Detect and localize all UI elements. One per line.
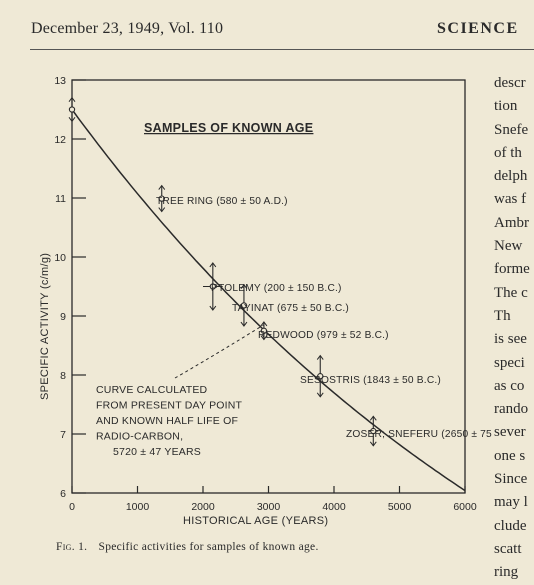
column-text-line: Th — [494, 307, 511, 324]
data-point-label: ZOSER; SNEFERU (2650 ± 75 B.C.) — [346, 429, 494, 440]
column-text-line: delph — [494, 168, 528, 185]
header-rule — [30, 49, 534, 50]
error-bar-cap — [68, 117, 76, 123]
column-text-line: ring — [494, 564, 519, 581]
column-text-line: clude — [494, 517, 527, 534]
column-text-line: as co — [494, 377, 525, 394]
column-text-line: sever — [494, 424, 526, 441]
error-bar-cap — [369, 441, 377, 447]
curve-annotation-line: 5720 ± 47 YEARS — [113, 446, 201, 458]
column-text-line: tion — [494, 98, 518, 115]
column-text-line: Since — [494, 471, 528, 488]
column-text-line: rando — [494, 401, 529, 418]
curve-annotation-line: RADIO-CARBON, — [96, 431, 183, 443]
data-point — [370, 427, 377, 435]
figure-caption: Fig. 1. Specific activities for samples … — [56, 541, 319, 553]
data-point-label: TREE RING (580 ± 50 A.D.) — [156, 196, 288, 207]
x-tick-label: 5000 — [388, 501, 412, 513]
column-text-line: of th — [494, 144, 522, 161]
adjacent-column-text: descr tion Snefe of th delph was f Ambr New form… — [494, 72, 534, 585]
specific-activity-chart: 0 1000 2000 3000 4000 5000 6000 6 7 8 9 10 11 12 13 TR… — [39, 75, 494, 527]
y-tick-label: 13 — [54, 75, 66, 87]
curve-annotation-line: FROM PRESENT DAY POINT — [96, 400, 243, 412]
column-text-line: speci — [494, 354, 525, 371]
running-header-journal: SCIENCE — [437, 20, 519, 37]
y-tick-label: 6 — [60, 488, 66, 500]
error-bar-cap — [369, 415, 377, 421]
curve-annotation-line: CURVE CALCULATED — [96, 384, 208, 396]
error-bar-cap — [260, 321, 268, 327]
column-text-line: is see — [494, 331, 527, 348]
error-bar-cap — [158, 184, 166, 190]
y-tick-label: 10 — [54, 252, 66, 264]
data-point — [158, 195, 165, 202]
column-text-line: descr — [494, 75, 526, 91]
error-bar-cap — [260, 335, 268, 341]
data-point — [68, 106, 76, 113]
y-tick-label: 7 — [60, 429, 66, 441]
curve-annotation-line: AND KNOWN HALF LIFE OF — [96, 415, 238, 427]
column-text-line: one s — [494, 447, 526, 464]
x-tick-label: 6000 — [453, 501, 477, 513]
y-axis-label: SPECIFIC ACTIVITY (c/m/g) — [39, 253, 51, 400]
error-bar-cap — [240, 321, 248, 327]
figure-number: Fig. 1. — [56, 541, 88, 553]
column-text-line: may l — [494, 494, 528, 511]
annotation-pointer — [174, 324, 265, 379]
data-point-label: REDWOOD (979 ± 52 B.C.) — [258, 330, 389, 341]
error-bar-cap — [209, 305, 217, 311]
error-bar-cap — [316, 354, 324, 360]
x-tick-label: 3000 — [257, 501, 281, 513]
error-bar-cap — [158, 207, 166, 213]
column-text-line: forme — [494, 261, 530, 278]
y-tick-label: 12 — [54, 134, 66, 146]
error-bar-cap — [240, 283, 248, 290]
x-axis-label: HISTORICAL AGE (YEARS) — [183, 515, 328, 527]
column-text-line: Ambr — [494, 214, 529, 231]
y-tick-label: 8 — [60, 370, 66, 382]
decay-curve — [71, 109, 466, 492]
running-header-date: December 23, 1949, Vol. 110 — [31, 20, 224, 37]
data-point-label: SESOSTRIS (1843 ± 50 B.C.) — [300, 375, 441, 386]
y-tick-label: 11 — [55, 193, 66, 205]
error-bar-cap — [68, 96, 76, 102]
y-tick-label: 9 — [60, 311, 66, 323]
data-point — [260, 327, 268, 334]
data-point-label: TAYINAT (675 ± 50 B.C.) — [232, 303, 349, 314]
data-point — [209, 283, 216, 290]
x-tick-label: 0 — [69, 501, 75, 513]
error-bar-cap — [316, 392, 324, 398]
chart-title: SAMPLES OF KNOWN AGE — [144, 121, 313, 135]
column-text-line: The c — [494, 284, 528, 301]
column-text-line: was f — [494, 191, 527, 208]
column-text-line: Snefe — [494, 121, 529, 138]
x-tick-label: 1000 — [126, 501, 150, 513]
data-point — [317, 373, 324, 380]
data-point-label: PTOLEMY (200 ± 150 B.C.) — [211, 283, 342, 294]
column-text-line: scatt — [494, 540, 522, 557]
column-text-line: New — [494, 238, 523, 255]
data-point — [240, 302, 248, 309]
x-tick-label: 2000 — [191, 501, 215, 513]
figure-caption-text: Specific activities for samples of known… — [98, 541, 319, 553]
error-bar-cap — [209, 262, 217, 268]
x-tick-label: 4000 — [322, 501, 346, 513]
